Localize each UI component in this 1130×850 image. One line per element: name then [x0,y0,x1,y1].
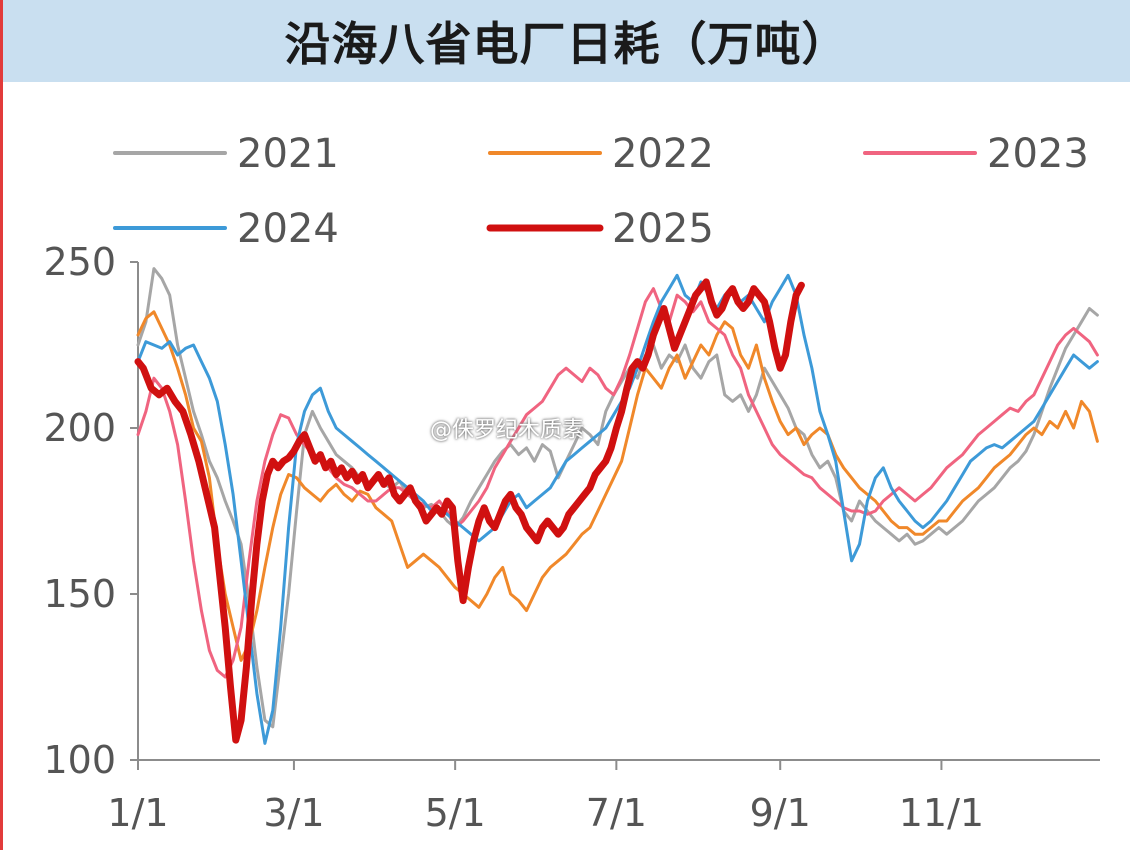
y-tick-label: 100 [43,738,116,782]
y-tick-label: 150 [43,572,116,616]
legend: 2021 2022 2023 2024 2025 [113,131,1089,252]
legend-label-2022: 2022 [612,131,714,177]
x-tick-label: 1/1 [107,791,168,835]
legend-label-2023: 2023 [987,131,1089,177]
y-tick-label: 200 [43,406,116,450]
legend-label-2021: 2021 [237,131,339,177]
x-tick-label: 5/1 [425,791,486,835]
series-line-2024 [136,273,1099,745]
x-tick-label: 11/1 [899,791,984,835]
plot-area [134,267,1099,745]
x-tick-label: 7/1 [586,791,647,835]
series-line-2021 [136,267,1099,729]
watermark-text: @侏罗纪木质素 [430,418,585,443]
x-tick-label: 3/1 [263,791,324,835]
legend-label-2024: 2024 [237,206,339,252]
y-tick-label: 250 [43,240,116,284]
title-bar: 沿海八省电厂日耗（万吨） [3,0,1130,82]
legend-label-2025: 2025 [612,206,714,252]
chart-title: 沿海八省电厂日耗（万吨） [284,17,849,71]
series-line-2022 [136,310,1099,662]
series-line-2025 [134,278,805,744]
x-tick-label: 9/1 [750,791,811,835]
frame-border [0,0,3,850]
axes: 100 150 200 250 1/1 3/1 5/1 7/1 9/1 11/1 [43,240,1100,835]
